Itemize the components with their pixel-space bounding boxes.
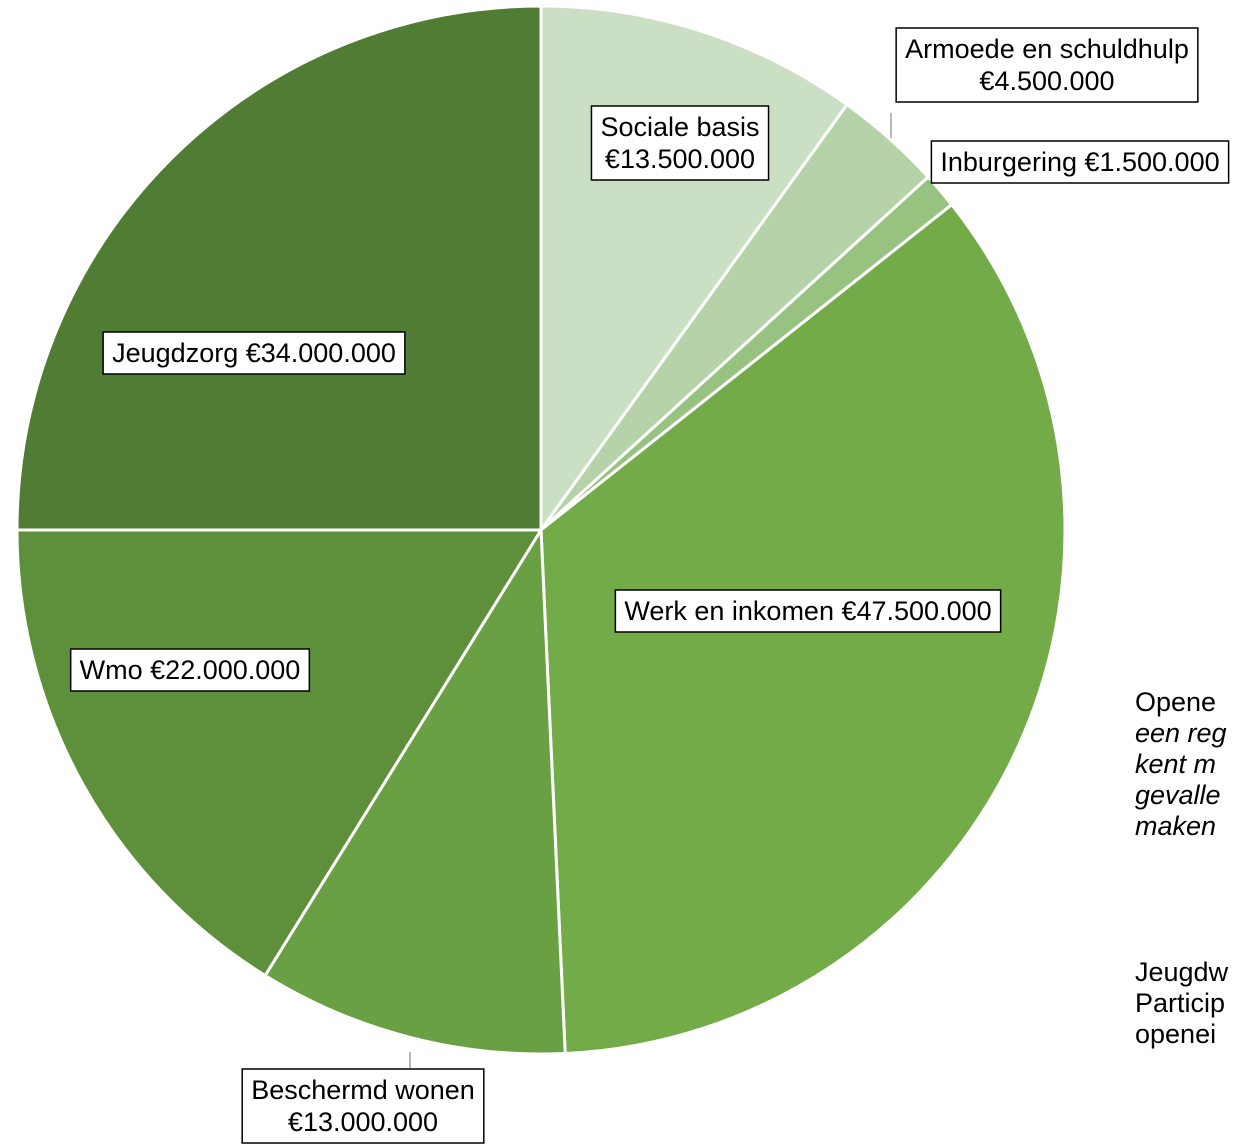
label-box-border: [102, 331, 406, 375]
label-box-border: [614, 589, 1002, 633]
side-text-line: Jeugdw: [1135, 957, 1229, 987]
side-text-line: openei: [1135, 1019, 1217, 1049]
slice-label-text: Werk en inkomen €47.500.000: [624, 596, 991, 626]
slice-label-sociale-basis: Sociale basis€13.500.000: [590, 105, 770, 181]
slice-label-text: Beschermd wonen: [251, 1075, 475, 1105]
pie-slices: [15, 4, 1067, 1056]
slice-label-armoede-en-schuldhulp: Armoede en schuldhulp€4.500.000: [895, 27, 1199, 103]
slice-label-text: Wmo €22.000.000: [80, 655, 301, 685]
slice-labels: Sociale basis€13.500.000 Armoede en schul…: [69, 27, 1230, 1144]
side-text-block-2: Jeugdw Particip openei: [1135, 957, 1228, 1050]
slice-label-inburgering: Inburgering €1.500.000: [930, 140, 1230, 184]
slice-label-text: Inburgering €1.500.000: [940, 147, 1219, 177]
side-text-line: maken: [1135, 811, 1217, 841]
side-text-line: Particip: [1135, 988, 1226, 1018]
slice-label-jeugdzorg: Jeugdzorg €34.000.000: [102, 331, 406, 375]
slice-value-text: €13.000.000: [288, 1107, 438, 1137]
side-text-block-1: Opene een reg kent m gevalle maken: [1135, 687, 1227, 842]
side-text-line: een reg: [1135, 718, 1227, 748]
label-box-border: [895, 27, 1199, 103]
pie-slice-jeugdzorg: [15, 4, 543, 532]
slice-value-text: €4.500.000: [979, 66, 1114, 96]
slice-label-beschermd-wonen: Beschermd wonen€13.000.000: [241, 1068, 485, 1144]
pie-slice-wmo: [15, 528, 544, 978]
label-box-border: [241, 1068, 485, 1144]
slice-value-text: €13.500.000: [605, 144, 755, 174]
side-text-line: Opene: [1135, 687, 1217, 717]
slice-label-text: Jeugdzorg €34.000.000: [112, 338, 396, 368]
slice-label-text: Sociale basis: [600, 112, 759, 142]
slice-label-werk-en-inkomen: Werk en inkomen €47.500.000: [614, 589, 1002, 633]
label-box-border: [930, 140, 1230, 184]
side-text-line: gevalle: [1135, 780, 1221, 810]
label-box-border: [590, 105, 770, 181]
slice-label-text: Armoede en schuldhulp: [905, 34, 1189, 64]
pie-slice-beschermd-wonen: [263, 525, 567, 1056]
slice-label-wmo: Wmo €22.000.000: [69, 648, 311, 692]
label-box-border: [69, 648, 311, 692]
side-text-line: kent m: [1135, 749, 1217, 779]
